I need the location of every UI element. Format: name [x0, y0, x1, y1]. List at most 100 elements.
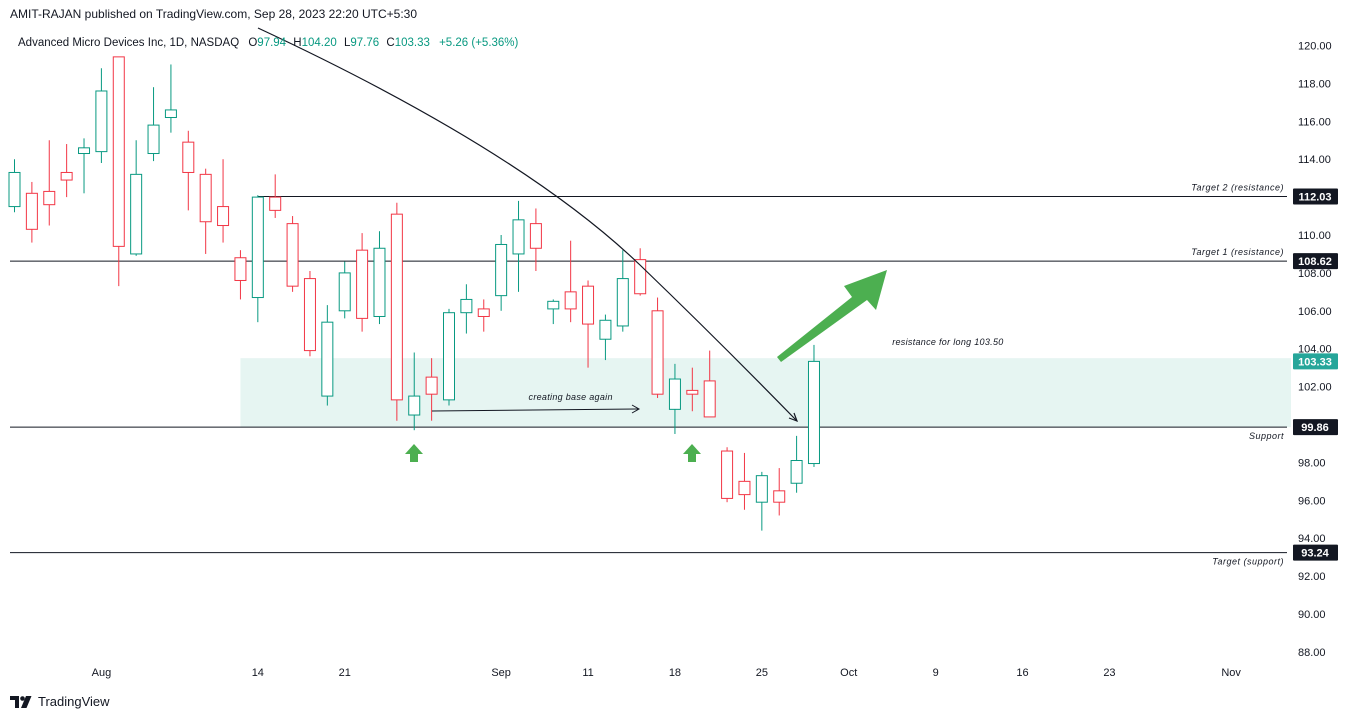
candle-body: [182, 141, 195, 173]
candle: [43, 140, 56, 226]
candle: [217, 159, 230, 243]
published-text: AMIT-RAJAN published on TradingView.com,…: [10, 7, 418, 21]
support-up-arrow: [683, 444, 701, 462]
candle: [147, 87, 160, 162]
tradingview-logo-icon: [10, 695, 32, 708]
candle: [408, 352, 421, 431]
legend-h-value: 104.20: [302, 37, 337, 49]
candle-body: [43, 190, 56, 206]
candle-body: [130, 173, 143, 255]
axis-layer: 120.00118.00116.00114.00112.00110.00108.…: [92, 41, 1338, 679]
x-tick-label: 14: [252, 667, 264, 679]
annotation-text: resistance for long 103.50: [892, 337, 1003, 347]
y-tick-label: 102.00: [1298, 382, 1332, 394]
candle-body: [477, 308, 490, 317]
base-zone: [240, 358, 1292, 428]
candle-body: [251, 196, 264, 299]
candle-body: [408, 395, 421, 416]
y-tick-label: 106.00: [1298, 306, 1332, 318]
candle: [807, 344, 820, 467]
candle: [703, 350, 716, 418]
green-up-arrow: [777, 270, 887, 362]
base-arrow-line: [431, 408, 639, 412]
candle: [495, 235, 508, 311]
legend-c-value: 103.33: [395, 37, 430, 49]
candle-body: [286, 223, 299, 287]
legend-h-label: H: [293, 37, 301, 49]
candle-body: [147, 124, 160, 155]
drawings-layer: creating base again resistance for long 1…: [257, 27, 1003, 462]
candle-body: [234, 257, 247, 281]
current-price-badge: [1293, 353, 1338, 370]
candle-body: [217, 206, 230, 227]
candle-body: [547, 300, 560, 310]
candle: [199, 168, 212, 254]
legend-o-label: O: [248, 37, 257, 49]
legend-l-label: L: [344, 37, 351, 49]
candle-body: [721, 450, 734, 499]
level-price-badge: [1293, 253, 1338, 270]
x-tick-label: 11: [582, 667, 593, 679]
candle-body: [356, 249, 369, 319]
candle-body: [338, 272, 351, 312]
y-tick-label: 92.00: [1298, 571, 1326, 583]
y-tick-label: 88.00: [1298, 647, 1326, 659]
candle-body: [8, 171, 21, 208]
levels-layer: Target 2 (resistance) Target 1 (resistanc…: [10, 183, 1287, 567]
tradingview-logo[interactable]: TradingView: [10, 694, 110, 709]
candle-body: [443, 312, 455, 401]
candle: [234, 250, 247, 300]
level-price-label: 108.62: [1298, 256, 1332, 268]
legend-l-value: 97.76: [350, 37, 379, 49]
level-price-badge: [1293, 188, 1338, 205]
x-tick-label: 9: [933, 667, 939, 679]
candle: [78, 138, 91, 194]
candle: [686, 367, 699, 412]
candle: [443, 308, 455, 406]
candle: [460, 284, 473, 334]
candle: [773, 468, 786, 516]
candle: [60, 144, 73, 198]
candle: [616, 250, 629, 332]
legend-symbol: Advanced Micro Devices Inc, 1D, NASDAQ: [18, 37, 239, 49]
candle: [425, 358, 438, 421]
candle: [477, 299, 490, 332]
candle: [164, 64, 177, 133]
candle: [338, 261, 351, 319]
candle-body: [564, 291, 577, 310]
candle-body: [703, 380, 716, 418]
trend-curve: [257, 27, 798, 422]
candle: [286, 216, 299, 292]
y-tick-label: 96.00: [1298, 495, 1326, 507]
candle: [529, 208, 542, 272]
candle: [582, 280, 595, 368]
x-tick-label: Nov: [1221, 667, 1241, 679]
x-tick-label: Aug: [92, 667, 112, 679]
candle-body: [321, 321, 334, 397]
level-note: Target (support): [1212, 557, 1284, 567]
candle: [721, 447, 734, 503]
candle-body: [164, 109, 177, 119]
candle: [356, 233, 369, 332]
level-price-label: 112.03: [1298, 192, 1331, 204]
y-tick-label: 108.00: [1298, 268, 1332, 280]
level-note: Target 2 (resistance): [1191, 183, 1284, 193]
level-note: Support: [1249, 431, 1284, 441]
level-price-label: 93.24: [1301, 548, 1329, 560]
y-tick-label: 104.00: [1298, 344, 1332, 356]
candle-body: [512, 219, 525, 255]
x-tick-label: 21: [339, 667, 351, 679]
candle: [373, 231, 386, 325]
candle: [738, 452, 751, 510]
annotation-text: creating base again: [529, 392, 613, 402]
candle-body: [495, 243, 508, 297]
x-tick-label: Oct: [840, 667, 857, 679]
candle-body: [25, 192, 38, 230]
candle: [512, 200, 525, 292]
base-arrow-head: [631, 404, 641, 414]
candle-body: [199, 173, 212, 223]
candle: [634, 248, 647, 296]
y-tick-label: 114.00: [1298, 154, 1331, 166]
y-tick-label: 90.00: [1298, 609, 1326, 621]
